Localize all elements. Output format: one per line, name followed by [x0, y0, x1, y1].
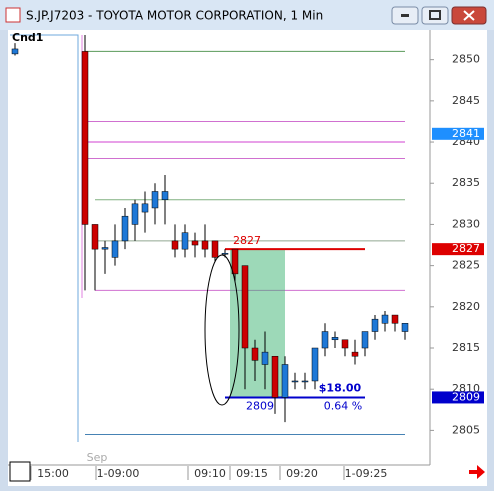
- entry-label: 2827: [233, 234, 261, 247]
- scroll-arrow[interactable]: [469, 465, 485, 479]
- candle-body: [111, 240, 119, 258]
- profit-label: $18.00: [319, 381, 362, 394]
- candle-body: [291, 380, 299, 383]
- candle-body: [121, 215, 129, 242]
- candle-body: [261, 351, 269, 365]
- candle-body: [351, 351, 359, 357]
- x-tick-label: 1-09:00: [97, 467, 140, 480]
- candle-body: [341, 339, 349, 349]
- candle-body: [361, 331, 369, 349]
- candle-body: [101, 247, 109, 250]
- candle-body: [241, 265, 249, 349]
- candle-body: [201, 240, 209, 250]
- candle-body: [271, 356, 279, 398]
- min-glyph: [401, 14, 409, 17]
- x-tick-label: 09:20: [286, 467, 318, 480]
- price-badge: [432, 127, 484, 140]
- candle-body: [91, 224, 99, 250]
- candle-body: [211, 240, 219, 258]
- y-tick-label: 2815: [452, 341, 480, 354]
- candle-body: [161, 191, 169, 200]
- candle-body: [331, 337, 339, 341]
- target-label: 2809: [246, 399, 274, 412]
- y-tick-label: 2850: [452, 53, 480, 66]
- y-tick-label: 2845: [452, 94, 480, 107]
- candle-body: [401, 323, 409, 332]
- candle-body: [11, 48, 19, 55]
- candle-body: [391, 314, 399, 324]
- price-badge: [432, 243, 484, 256]
- y-tick-label: 2805: [452, 423, 480, 436]
- close-glyph: [463, 10, 475, 21]
- y-tick-label: 2820: [452, 300, 480, 313]
- candle-body: [81, 51, 89, 225]
- price-badge-label: 2841: [452, 127, 480, 140]
- candle-body: [321, 331, 329, 349]
- candle-body: [381, 314, 389, 324]
- max-glyph: [429, 10, 441, 20]
- candle-body: [311, 347, 319, 382]
- percent-label: 0.64 %: [324, 399, 362, 412]
- candle-body: [191, 240, 199, 246]
- candle-body: [171, 240, 179, 250]
- x-tick-label: 09:15: [236, 467, 268, 480]
- indicator-line: [10, 34, 79, 442]
- candle-body: [181, 232, 189, 250]
- window-title: S.JP.J7203 - TOYOTA MOTOR CORPORATION, 1…: [26, 9, 323, 23]
- candle-body: [231, 248, 239, 275]
- candle-body: [301, 380, 309, 383]
- x-tick-label: 1-09:25: [345, 467, 388, 480]
- month-label: Sep: [87, 451, 108, 464]
- y-tick-label: 2835: [452, 176, 480, 189]
- price-badge-label: 2827: [452, 242, 480, 255]
- candle-body: [131, 203, 139, 225]
- y-tick-label: 2825: [452, 259, 480, 272]
- candle-body: [251, 347, 259, 361]
- price-badge: [432, 391, 484, 404]
- candle-body: [281, 364, 289, 398]
- candle-body: [141, 203, 149, 213]
- y-tick-label: 2830: [452, 217, 480, 230]
- candle-body: [151, 191, 159, 209]
- candle-body: [371, 318, 379, 332]
- x-tick-label: 09:10: [194, 467, 226, 480]
- candle-body: [221, 253, 229, 255]
- x-tick-label: 15:00: [37, 467, 69, 480]
- scroll-box[interactable]: [9, 461, 31, 482]
- chart-label: Cnd1: [12, 31, 43, 44]
- price-badge-label: 2809: [452, 390, 480, 403]
- annotation-ellipse: [204, 254, 240, 406]
- app-icon: [5, 7, 21, 23]
- maximize-button[interactable]: [421, 6, 449, 25]
